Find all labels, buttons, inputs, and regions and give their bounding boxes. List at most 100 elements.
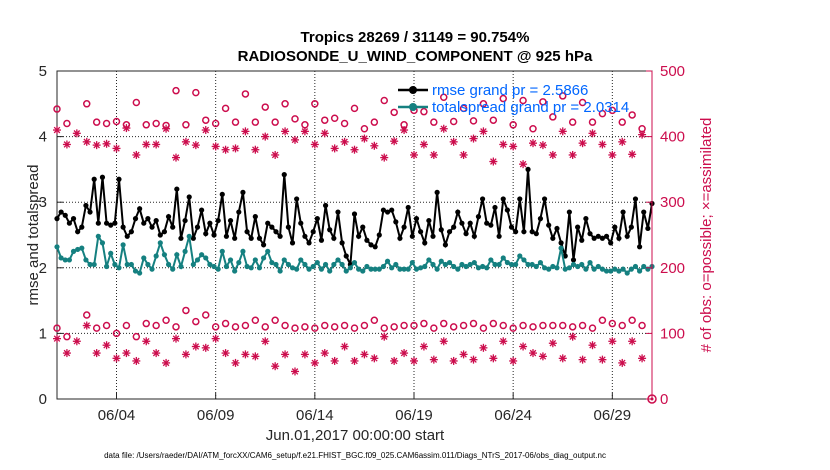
possible-obs-marker (588, 118, 597, 126)
assimilated-obs-marker (449, 356, 458, 365)
rmse-point (190, 235, 196, 241)
assimilated-obs-marker (320, 129, 329, 138)
axes: 06/04 06/09 06/14 06/19 06/24 06/29 0 1 2 3 4 5 0 100… (39, 63, 685, 424)
rmse-point (108, 222, 114, 228)
possible-obs-marker (598, 109, 607, 118)
possible-obs-marker (509, 121, 517, 129)
totalspread-point (405, 266, 411, 272)
totalspread-point (203, 255, 209, 261)
x-tick-label: 06/04 (98, 407, 136, 424)
possible-obs-marker (251, 316, 260, 325)
assimilated-obs-marker (350, 145, 359, 154)
totalspread-point (620, 266, 626, 272)
totalspread-point (343, 268, 349, 274)
rmse-point (256, 235, 263, 241)
possible-obs-marker (132, 98, 141, 107)
rmse-point (91, 176, 97, 182)
possible-obs-marker (380, 96, 388, 105)
totalspread-point (513, 261, 519, 268)
possible-obs-marker (211, 323, 220, 331)
assimilated-obs-marker (281, 350, 290, 359)
possible-obs-marker (568, 323, 577, 331)
possible-obs-marker (430, 324, 438, 332)
x-axis-label: Jun.01,2017 00:00:00 start (266, 427, 445, 444)
totalspread-point (331, 261, 337, 268)
assimilated-obs-marker (291, 135, 299, 144)
possible-obs-marker (132, 332, 141, 341)
rmse-point (215, 217, 221, 224)
possible-obs-marker (459, 321, 468, 330)
assimilated-obs-marker (231, 144, 240, 153)
possible-obs-marker (400, 321, 408, 330)
possible-obs-marker (529, 124, 537, 133)
rmse-point (116, 176, 122, 182)
rmse-point (529, 229, 535, 235)
y-tick-label: 4 (39, 129, 47, 146)
totalspread-point (75, 246, 81, 253)
assimilated-obs-marker (191, 141, 200, 150)
rmse-point (475, 214, 482, 220)
totalspread-point (368, 266, 374, 272)
possible-obs-marker (608, 319, 617, 328)
possible-obs-marker (340, 321, 349, 330)
assimilated-obs-marker (360, 350, 369, 359)
rmse-point (211, 232, 217, 238)
totalspread-point (112, 261, 118, 268)
possible-obs-marker (251, 118, 260, 126)
totalspread-point (533, 263, 539, 270)
rmse-point (608, 240, 614, 246)
totalspread-point (174, 252, 180, 258)
totalspread-point (397, 266, 403, 272)
rmse-point (624, 233, 630, 239)
totalspread-point (248, 265, 254, 271)
possible-obs-marker (459, 104, 468, 113)
right-y-tick-label: 200 (660, 260, 685, 277)
rmse-point (294, 196, 300, 202)
possible-obs-marker (182, 306, 190, 315)
possible-obs-marker (281, 100, 289, 108)
rmse-point (153, 217, 159, 224)
x-tick-label: 06/14 (296, 407, 334, 424)
totalspread-point (62, 257, 68, 263)
x-tick-label: 06/19 (395, 407, 433, 424)
rmse-point (335, 209, 341, 215)
possible-obs-marker (122, 321, 131, 330)
assimilated-obs-marker (92, 349, 101, 358)
rmse-point (566, 209, 572, 215)
totalspread-point (161, 252, 168, 258)
rmse-point (380, 207, 387, 213)
totalspread-point (451, 263, 457, 270)
right-y-tick-label: 400 (660, 129, 685, 146)
possible-obs-marker (559, 321, 567, 330)
rmse-point (252, 214, 258, 220)
rmse-point (364, 237, 370, 243)
totalspread-point (372, 266, 378, 272)
rmse-point (637, 244, 643, 250)
totalspread-point (236, 259, 242, 266)
legend-totalspread-label: totalspread grand pr = 2.0314 (432, 99, 629, 116)
assimilated-obs-marker (390, 137, 399, 146)
possible-obs-marker (152, 119, 160, 128)
totalspread-point (418, 265, 424, 271)
chart-subtitle: RADIOSONDE_U_WIND_COMPONENT @ 925 hPa (238, 48, 593, 65)
possible-obs-marker (241, 321, 250, 330)
totalspread-point (612, 266, 618, 272)
possible-obs-marker (301, 323, 309, 331)
assimilated-obs-marker (419, 342, 428, 351)
assimilated-obs-marker (469, 134, 478, 143)
assimilated-obs-marker (598, 140, 607, 149)
assimilated-obs-marker (102, 139, 111, 148)
right-y-tick-label: 500 (660, 63, 685, 80)
totalspread-point (103, 263, 110, 270)
rmse-point (161, 229, 168, 235)
possible-obs-marker (182, 121, 190, 129)
possible-obs-marker (152, 321, 160, 330)
possible-obs-marker (112, 329, 121, 338)
assimilated-obs-marker (400, 126, 409, 135)
totalspread-point (124, 261, 130, 268)
totalspread-point (95, 233, 101, 239)
totalspread-point (508, 261, 515, 268)
rmse-point (533, 231, 539, 237)
totalspread-point (314, 259, 320, 266)
assimilated-obs-marker (410, 356, 418, 365)
